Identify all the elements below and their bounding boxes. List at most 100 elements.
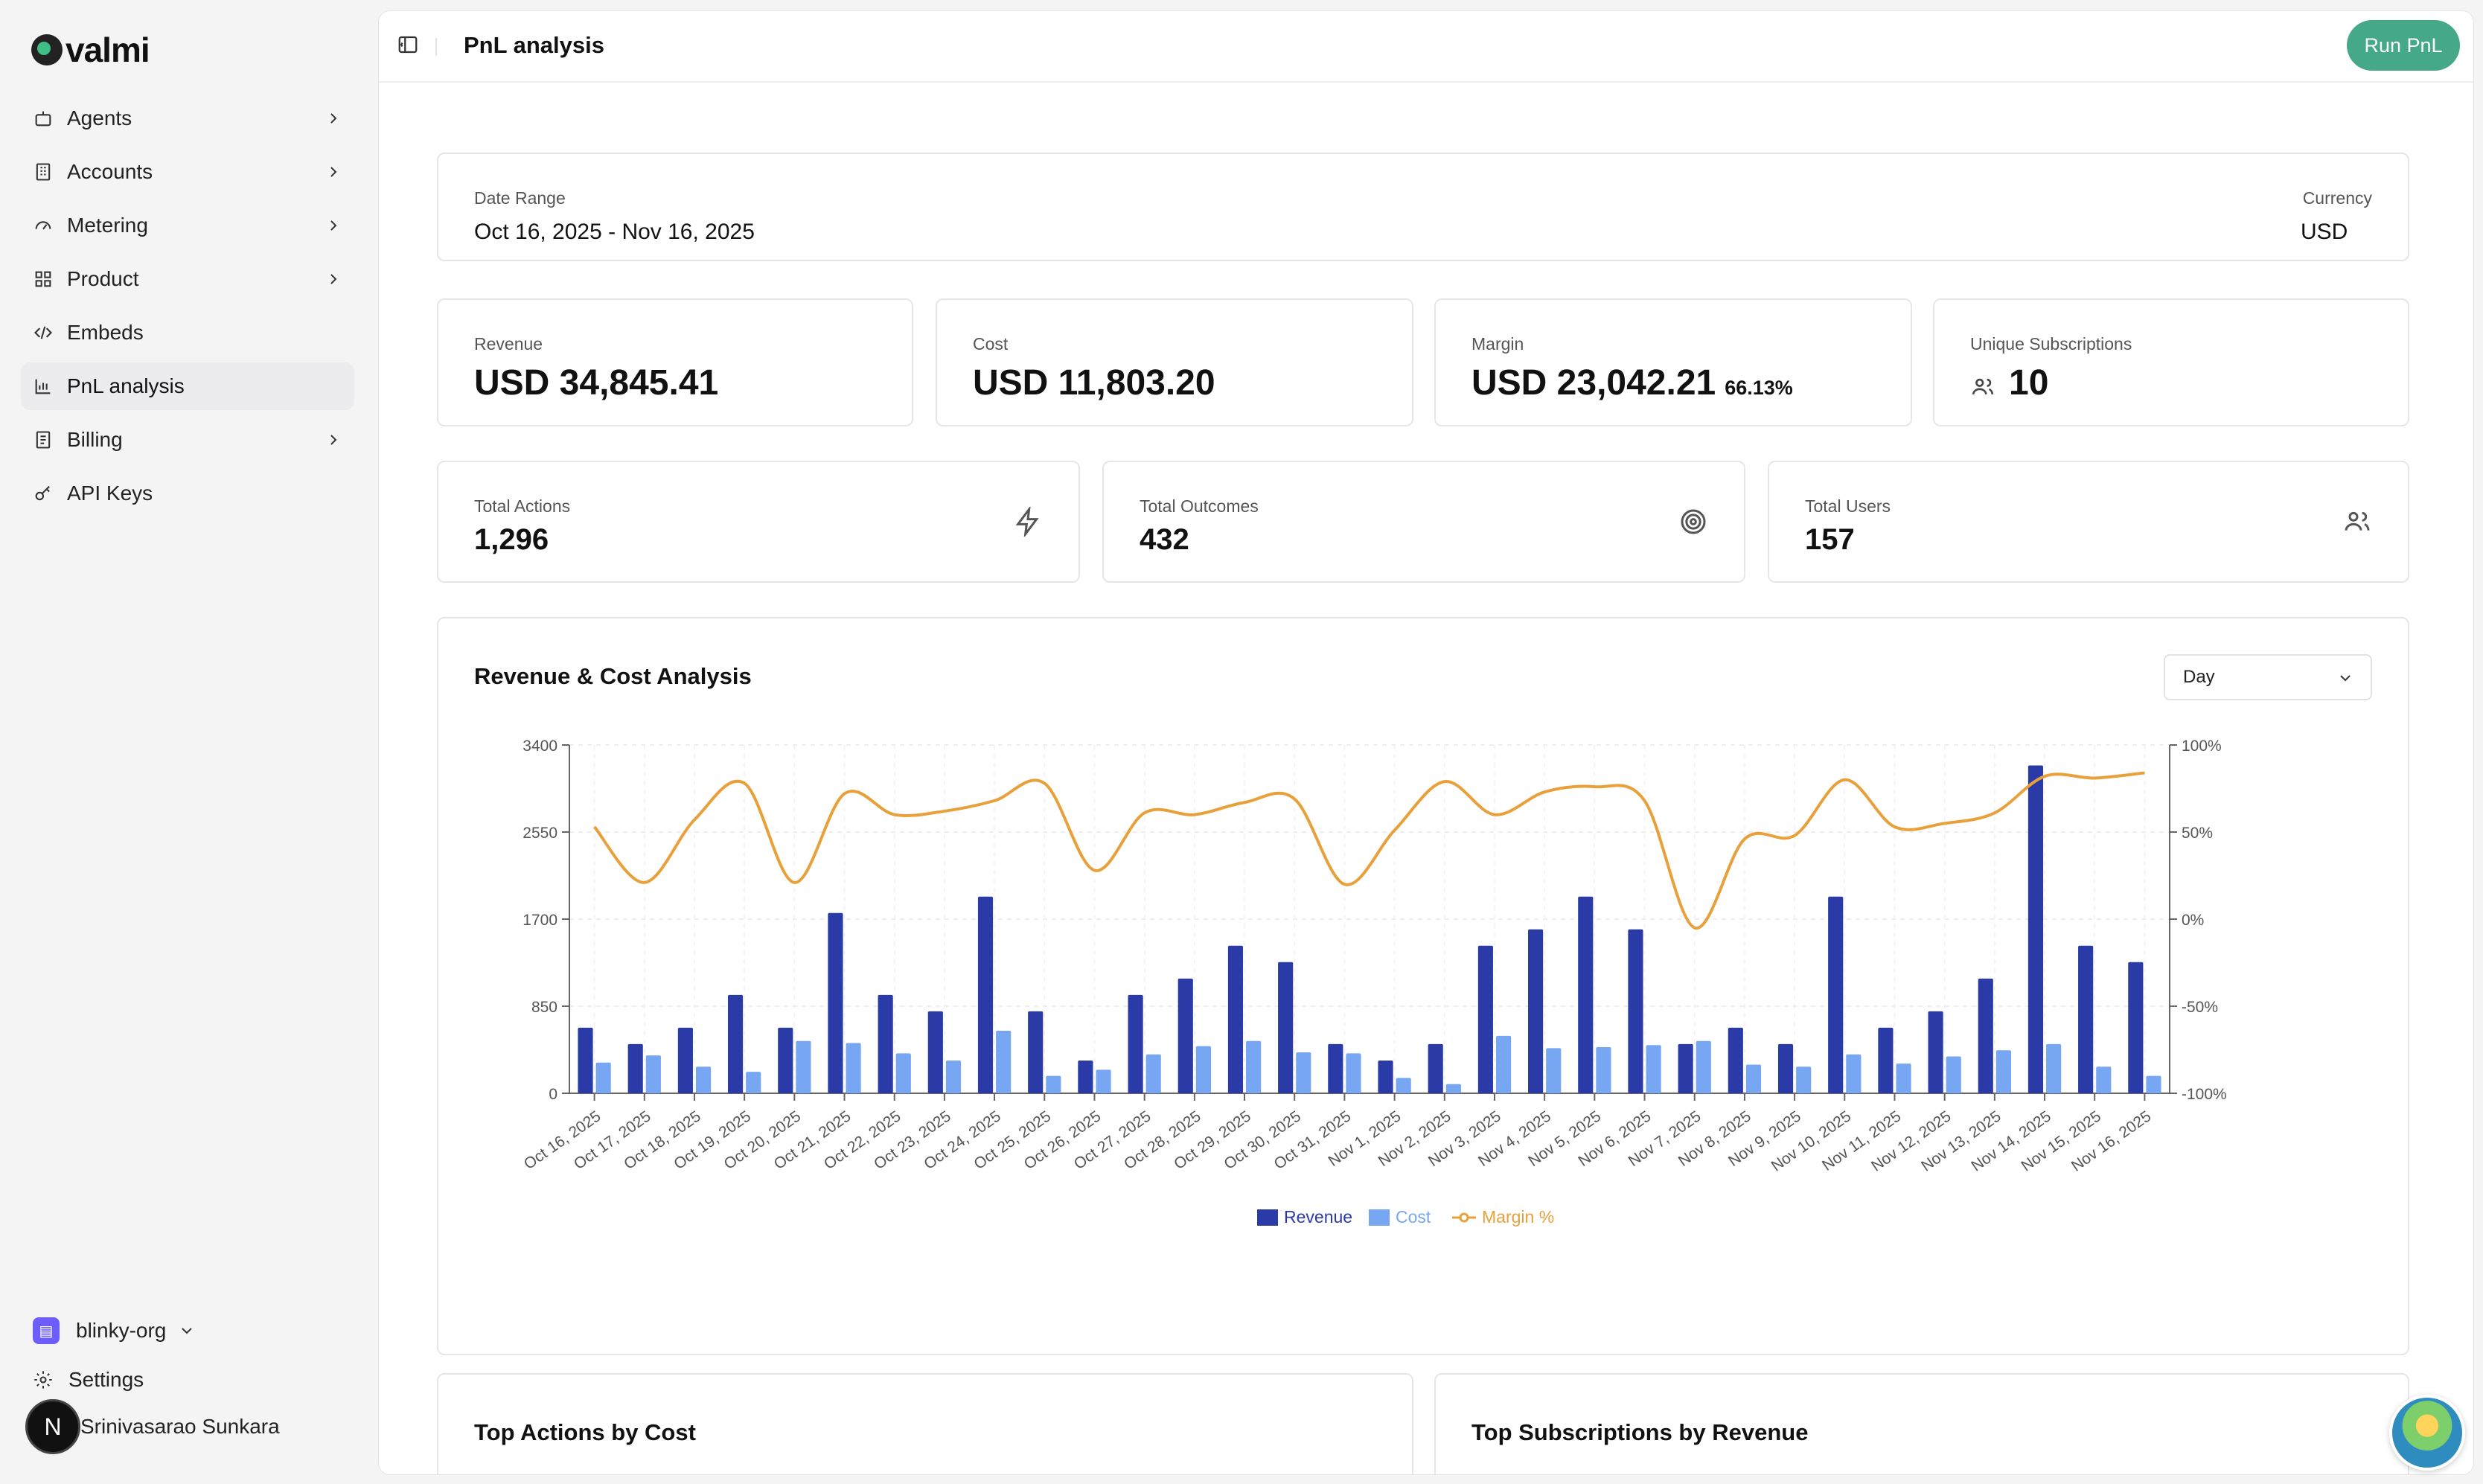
assistant-launcher-icon[interactable] xyxy=(2389,1395,2465,1471)
gear-icon xyxy=(34,1371,52,1389)
sidebar-item-product[interactable]: Product xyxy=(21,255,354,303)
sidebar-item-metering[interactable]: Metering xyxy=(21,202,354,249)
granularity-value: Day xyxy=(2183,667,2215,687)
total-actions-card: Total Actions 1,296 xyxy=(437,461,1080,583)
total-value: 432 xyxy=(1140,523,1189,556)
margin-line xyxy=(593,771,2145,930)
currency-value[interactable]: USD xyxy=(2301,220,2348,244)
date-range-picker[interactable]: Oct 16, 2025 - Nov 16, 2025 xyxy=(474,220,755,244)
main-panel: PnL analysis Run PnL Date Range Oct 16, … xyxy=(378,10,2474,1475)
cost-bar xyxy=(1195,1046,1211,1093)
kpi-label: Margin xyxy=(1471,334,1524,354)
legend-cost-swatch xyxy=(1369,1209,1390,1226)
sidebar-item-embeds[interactable]: Embeds xyxy=(21,309,354,356)
revenue-bar xyxy=(1777,1043,1794,1093)
sidebar-item-label: PnL analysis xyxy=(67,374,185,397)
section-title: Top Actions by Cost xyxy=(474,1419,696,1445)
revenue-card: Revenue USD 34,845.41 xyxy=(437,298,913,426)
sidebar-nav: Agents Accounts Metering Product Embeds … xyxy=(21,95,354,523)
sidebar-item-billing[interactable]: Billing xyxy=(21,416,354,464)
revenue-bar xyxy=(1227,945,1244,1093)
total-label: Total Users xyxy=(1805,496,1891,516)
chevron-down-icon xyxy=(2340,675,2351,682)
left-axis-tick-label: 850 xyxy=(531,999,557,1016)
receipt-icon xyxy=(33,429,54,450)
cost-card: Cost USD 11,803.20 xyxy=(936,298,1413,426)
sidebar-item-accounts[interactable]: Accounts xyxy=(21,148,354,196)
sidebar-item-label: Metering xyxy=(67,214,148,237)
top-actions-card: Top Actions by Cost xyxy=(437,1373,1413,1474)
legend-margin-marker xyxy=(1459,1212,1469,1223)
revenue-bar xyxy=(627,1043,643,1093)
revenue-bar xyxy=(1128,994,1143,1093)
cost-bar xyxy=(1745,1064,1762,1093)
sidebar-item-agents[interactable]: Agents xyxy=(21,95,354,142)
revenue-bar xyxy=(1028,1011,1044,1093)
revenue-bar xyxy=(1378,1060,1393,1093)
building-icon: ▤ xyxy=(33,1317,60,1344)
logo-mark-icon xyxy=(31,34,63,65)
legend-margin-label: Margin % xyxy=(1482,1207,1554,1226)
revenue-bar xyxy=(1428,1043,1443,1093)
sidebar-item-label: Agents xyxy=(67,106,132,129)
revenue-bar xyxy=(1278,962,1294,1093)
page-title: PnL analysis xyxy=(464,32,604,58)
cost-bar xyxy=(846,1043,861,1093)
run-pnl-button[interactable]: Run PnL xyxy=(2347,20,2460,71)
currency-label: Currency xyxy=(2302,188,2372,208)
key-icon xyxy=(33,483,54,504)
revenue-bar xyxy=(1328,1043,1343,1093)
cost-bar xyxy=(1096,1069,1111,1093)
sidebar-item-label: API Keys xyxy=(67,482,153,505)
cost-bar xyxy=(1995,1050,2011,1093)
building-icon xyxy=(33,161,54,182)
cost-bar xyxy=(1046,1075,1061,1093)
settings-link[interactable]: Settings xyxy=(33,1368,144,1392)
granularity-select[interactable]: Day xyxy=(2164,654,2372,700)
revenue-bar xyxy=(1578,896,1594,1093)
org-switcher[interactable]: ▤ blinky-org xyxy=(33,1317,196,1344)
chevron-right-icon xyxy=(330,113,337,124)
bar-chart-icon xyxy=(33,376,54,397)
revenue-cost-chart-card: Revenue & Cost Analysis Day 0 850 1700 2550… xyxy=(437,617,2409,1355)
user-name: Srinivasarao Sunkara xyxy=(80,1415,280,1438)
sidebar-toggle-icon[interactable] xyxy=(397,33,419,56)
chevron-right-icon xyxy=(330,274,337,284)
sidebar: valmi Agents Accounts Metering Product E… xyxy=(0,0,372,1484)
left-axis-tick-label: 2550 xyxy=(523,825,557,842)
revenue-bar xyxy=(878,994,893,1093)
revenue-bar xyxy=(728,994,744,1093)
cost-bar xyxy=(1145,1054,1161,1093)
margin-percent: 66.13% xyxy=(1725,377,1793,399)
kpi-value: USD 34,845.41 xyxy=(474,363,719,403)
revenue-bar xyxy=(1828,896,1844,1093)
cost-bar xyxy=(1596,1047,1611,1093)
cost-bar xyxy=(1296,1052,1311,1093)
cost-bar xyxy=(1445,1084,1461,1093)
legend-revenue-label: Revenue xyxy=(1284,1207,1352,1226)
bot-icon xyxy=(33,108,54,129)
cost-bar xyxy=(1246,1040,1262,1093)
right-axis-tick-label: -50% xyxy=(2182,999,2218,1016)
total-label: Total Outcomes xyxy=(1140,496,1259,516)
revenue-bar xyxy=(2128,962,2144,1093)
total-outcomes-card: Total Outcomes 432 xyxy=(1102,461,1745,583)
cost-bar xyxy=(996,1031,1012,1093)
right-axis-tick-label: -100% xyxy=(2182,1086,2227,1103)
lightning-icon xyxy=(1013,505,1043,539)
revenue-bar xyxy=(1878,1027,1894,1093)
cost-bar xyxy=(1946,1056,1961,1093)
user-menu[interactable]: N Srinivasarao Sunkara xyxy=(25,1399,280,1454)
cost-bar xyxy=(1896,1064,1911,1093)
sidebar-item-api-keys[interactable]: API Keys xyxy=(21,470,354,517)
right-axis-tick-label: 50% xyxy=(2182,825,2213,842)
sidebar-item-pnl-analysis[interactable]: PnL analysis xyxy=(21,362,354,410)
chevron-right-icon xyxy=(330,435,337,445)
app-logo[interactable]: valmi xyxy=(31,30,150,70)
kpi-value: USD 23,042.21 xyxy=(1471,363,1716,403)
revenue-bar xyxy=(2078,945,2094,1093)
revenue-bar xyxy=(1177,978,1193,1093)
revenue-bar xyxy=(828,912,843,1093)
revenue-bar xyxy=(578,1027,593,1093)
